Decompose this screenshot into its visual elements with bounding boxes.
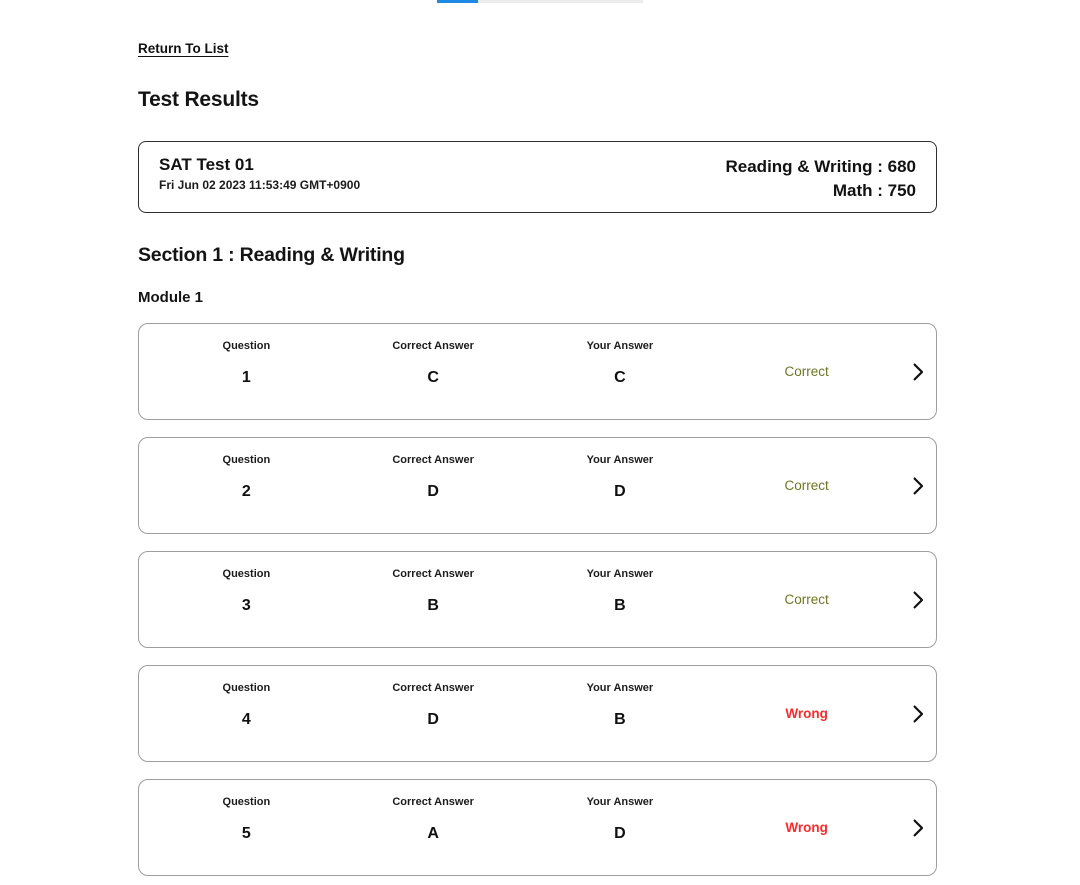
question-number: 2 <box>241 483 251 500</box>
correct-answer-value: D <box>427 711 439 728</box>
chevron-right-icon[interactable] <box>900 552 936 647</box>
question-card[interactable]: Question 3 Correct Answer B Your Answer … <box>138 551 937 648</box>
your-answer-value: B <box>614 597 626 614</box>
status-label: Wrong <box>785 705 828 721</box>
your-answer-label: Your Answer <box>586 796 654 808</box>
question-label: Question <box>222 796 271 808</box>
your-answer-label: Your Answer <box>586 454 654 466</box>
score-reading-writing: Reading & Writing : 680 <box>725 157 917 176</box>
top-scroll-thumb[interactable] <box>437 0 478 3</box>
top-scroll-track <box>437 0 643 3</box>
your-answer-column: Your Answer D <box>527 438 714 533</box>
module-title: Module 1 <box>138 289 204 306</box>
correct-answer-label: Correct Answer <box>392 454 474 466</box>
your-answer-column: Your Answer B <box>527 666 714 761</box>
correct-answer-value: C <box>427 369 439 386</box>
status-label: Correct <box>784 477 829 493</box>
your-answer-label: Your Answer <box>586 340 654 352</box>
your-answer-column: Your Answer C <box>527 324 714 419</box>
test-date: Fri Jun 02 2023 11:53:49 GMT+0900 <box>159 178 361 192</box>
test-name: SAT Test 01 <box>159 155 254 174</box>
summary-scores: Reading & Writing : 680 Math : 750 <box>726 155 917 203</box>
question-label: Question <box>222 568 271 580</box>
summary-left: SAT Test 01 Fri Jun 02 2023 11:53:49 GMT… <box>159 155 360 193</box>
summary-card: SAT Test 01 Fri Jun 02 2023 11:53:49 GMT… <box>138 141 937 213</box>
question-label: Question <box>222 454 271 466</box>
question-number: 5 <box>241 825 251 842</box>
test-results-page: Return To List Test Results SAT Test 01 … <box>138 41 937 876</box>
correct-answer-column: Correct Answer D <box>340 438 527 533</box>
question-card[interactable]: Question 1 Correct Answer C Your Answer … <box>138 323 937 420</box>
status-column: Correct <box>713 552 900 647</box>
question-column: Question 4 <box>153 666 340 761</box>
correct-answer-value: D <box>427 483 439 500</box>
question-card[interactable]: Question 2 Correct Answer D Your Answer … <box>138 437 937 534</box>
question-card[interactable]: Question 4 Correct Answer D Your Answer … <box>138 665 937 762</box>
status-column: Correct <box>713 324 900 419</box>
correct-answer-label: Correct Answer <box>392 340 474 352</box>
status-column: Wrong <box>713 780 900 875</box>
return-to-list-link[interactable]: Return To List <box>138 41 229 56</box>
your-answer-label: Your Answer <box>586 568 654 580</box>
status-column: Wrong <box>713 666 900 761</box>
score-math: Math : 750 <box>832 181 916 200</box>
your-answer-label: Your Answer <box>586 682 654 694</box>
question-column: Question 5 <box>153 780 340 875</box>
correct-answer-column: Correct Answer B <box>340 552 527 647</box>
chevron-right-icon[interactable] <box>900 780 936 875</box>
page-title: Test Results <box>138 88 259 111</box>
chevron-right-icon[interactable] <box>900 324 936 419</box>
status-label: Correct <box>784 591 829 607</box>
correct-answer-column: Correct Answer D <box>340 666 527 761</box>
correct-answer-column: Correct Answer A <box>340 780 527 875</box>
question-card[interactable]: Question 5 Correct Answer A Your Answer … <box>138 779 937 876</box>
question-number: 4 <box>241 711 251 728</box>
your-answer-value: D <box>614 825 626 842</box>
chevron-right-icon[interactable] <box>900 666 936 761</box>
chevron-right-icon[interactable] <box>900 438 936 533</box>
correct-answer-label: Correct Answer <box>392 796 474 808</box>
status-label: Wrong <box>785 819 828 835</box>
status-label: Correct <box>784 363 829 379</box>
question-number: 3 <box>241 597 251 614</box>
your-answer-column: Your Answer B <box>527 552 714 647</box>
question-label: Question <box>222 682 271 694</box>
your-answer-value: D <box>614 483 626 500</box>
correct-answer-column: Correct Answer C <box>340 324 527 419</box>
your-answer-value: C <box>614 369 626 386</box>
question-column: Question 3 <box>153 552 340 647</box>
question-column: Question 1 <box>153 324 340 419</box>
correct-answer-value: A <box>427 825 439 842</box>
section-title: Section 1 : Reading & Writing <box>138 244 405 266</box>
correct-answer-value: B <box>427 597 439 614</box>
your-answer-value: B <box>614 711 626 728</box>
question-label: Question <box>222 340 271 352</box>
status-column: Correct <box>713 438 900 533</box>
correct-answer-label: Correct Answer <box>392 568 474 580</box>
question-card-list: Question 1 Correct Answer C Your Answer … <box>138 323 937 876</box>
your-answer-column: Your Answer D <box>527 780 714 875</box>
question-column: Question 2 <box>153 438 340 533</box>
correct-answer-label: Correct Answer <box>392 682 474 694</box>
question-number: 1 <box>241 369 251 386</box>
